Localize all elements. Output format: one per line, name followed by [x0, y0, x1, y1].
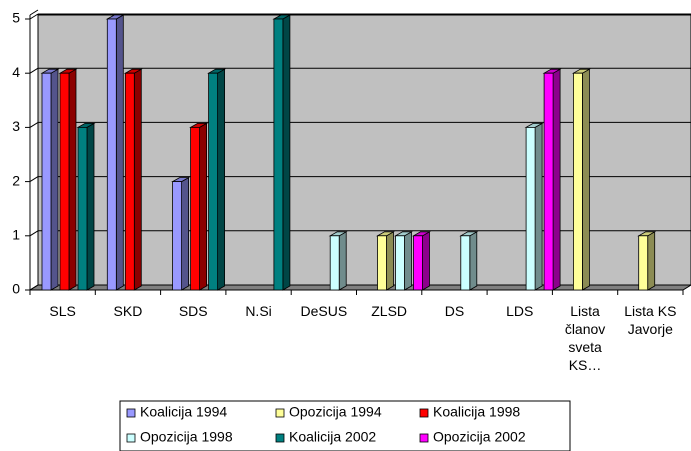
grid-line-side — [29, 284, 39, 291]
bar — [377, 235, 387, 291]
x-tick-label: SKD — [113, 303, 143, 319]
legend-label: Opozicija 1994 — [289, 404, 382, 420]
y-tick-label: 5 — [12, 10, 20, 26]
x-tick-label: DeSUS — [300, 303, 348, 319]
bar — [77, 127, 88, 291]
bar — [208, 72, 219, 291]
bar-side — [647, 231, 656, 291]
legend-swatch — [126, 408, 136, 418]
bar-side — [282, 14, 291, 291]
bar — [106, 18, 117, 291]
bar — [190, 127, 201, 291]
bar-side — [86, 122, 95, 291]
y-tick-label: 3 — [12, 118, 20, 134]
grid-line-side — [29, 67, 39, 74]
legend-swatch — [275, 433, 285, 443]
x-tick-label: SDS — [178, 303, 208, 319]
bar — [59, 72, 70, 291]
legend-swatch — [275, 408, 285, 418]
y-tick-label: 0 — [12, 281, 20, 297]
x-tick-label: Lista članov sveta KS… — [564, 303, 606, 373]
legend-swatch — [419, 408, 429, 418]
legend-label: Koalicija 1998 — [433, 404, 520, 420]
y-tick-label: 4 — [12, 64, 20, 80]
bar-side — [534, 122, 543, 291]
x-tick-label: SLS — [49, 303, 76, 319]
bar-side — [552, 68, 561, 291]
bar-side — [469, 231, 478, 291]
bar — [172, 181, 183, 291]
bar — [573, 72, 583, 291]
bar-side — [50, 68, 59, 291]
bar — [273, 18, 284, 291]
legend-label: Koalicija 1994 — [140, 404, 227, 420]
grid-line-side — [29, 230, 39, 237]
bar-side — [199, 122, 208, 291]
y-tick-label: 1 — [12, 227, 20, 243]
bar — [525, 127, 536, 291]
grid-line-side — [29, 13, 39, 20]
grid-line-side — [29, 176, 39, 183]
bar-side — [133, 68, 142, 291]
legend-label: Opozicija 2002 — [433, 429, 526, 445]
bar — [413, 235, 423, 291]
x-tick-label: ZLSD — [371, 303, 408, 319]
bar-side — [422, 231, 430, 291]
bar — [395, 235, 405, 291]
x-tick-label: Lista KS Javorje — [624, 303, 677, 337]
bar — [329, 235, 340, 291]
bar-side — [404, 231, 412, 291]
y-tick-label: 2 — [12, 172, 20, 188]
bar-side — [181, 176, 190, 291]
bar — [638, 235, 649, 291]
bar — [543, 72, 554, 291]
y-axis-back — [29, 9, 39, 16]
bar-side — [582, 68, 590, 291]
bar-side — [386, 231, 394, 291]
x-tick-label: LDS — [506, 303, 534, 319]
legend-swatch — [126, 433, 136, 443]
bar-side — [338, 231, 347, 291]
bar-side — [115, 14, 124, 291]
bar-side — [217, 68, 226, 291]
grid-line-side — [29, 121, 39, 128]
bar — [460, 235, 471, 291]
x-tick-label: DS — [444, 303, 465, 319]
x-tick-label: N.Si — [245, 303, 272, 319]
bar — [124, 72, 135, 291]
bar-side — [68, 68, 77, 291]
bar — [41, 72, 52, 291]
legend-label: Koalicija 2002 — [289, 429, 376, 445]
legend-swatch — [419, 433, 429, 443]
legend-label: Opozicija 1998 — [140, 429, 233, 445]
legend-box — [119, 400, 571, 451]
